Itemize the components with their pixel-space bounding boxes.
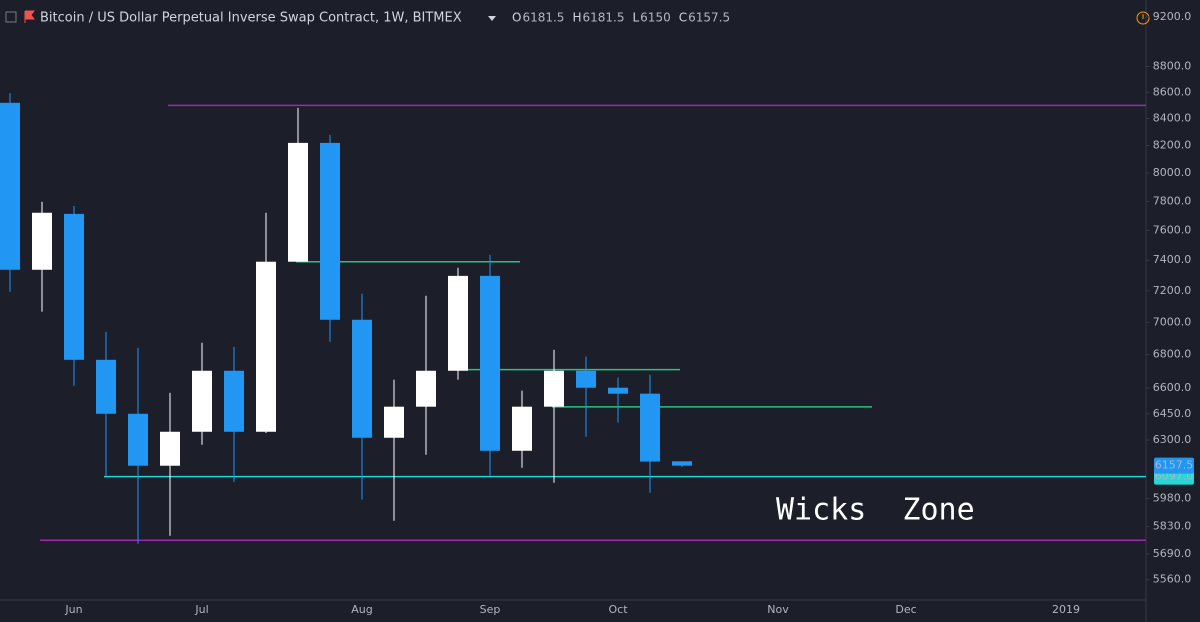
candle-body — [512, 406, 532, 451]
y-tick-label: 8800.0 — [1153, 60, 1192, 73]
price-label-bg — [1154, 457, 1194, 474]
annotation: Wicks Zone — [776, 493, 975, 528]
candle-body — [448, 275, 468, 371]
alert-icon[interactable] — [1136, 11, 1150, 25]
x-tick-label: Nov — [767, 603, 789, 616]
candle-body — [640, 393, 660, 462]
header-value: 6181.5 — [582, 11, 624, 25]
y-tick-label: 7400.0 — [1153, 253, 1192, 266]
dropdown-icon[interactable] — [488, 16, 496, 21]
candle-body — [0, 102, 20, 270]
candle-body — [32, 212, 52, 270]
chart-title[interactable]: Bitcoin / US Dollar Perpetual Inverse Sw… — [40, 11, 462, 26]
candle-body — [64, 213, 84, 360]
candle-body — [320, 142, 340, 320]
y-tick-label: 8200.0 — [1153, 138, 1192, 151]
header-value: 6181.5 — [522, 11, 564, 25]
flag-icon[interactable] — [24, 10, 35, 23]
candle-body — [224, 370, 244, 432]
candle-body — [160, 431, 180, 466]
candle-body — [192, 370, 212, 432]
candle-body — [608, 387, 628, 394]
x-tick-label: Oct — [608, 603, 628, 616]
candle-body — [480, 275, 500, 451]
y-tick-label: 7200.0 — [1153, 284, 1192, 297]
y-tick-label: 8400.0 — [1153, 112, 1192, 125]
x-tick-label: Jun — [64, 603, 82, 616]
x-tick-label: Aug — [351, 603, 372, 616]
candle-body — [96, 359, 116, 414]
y-tick-label: 7000.0 — [1153, 315, 1192, 328]
y-tick-label: 5690.0 — [1153, 547, 1192, 560]
x-tick-label: Jul — [194, 603, 208, 616]
candle-body — [128, 413, 148, 466]
last-price-label: 6157.5 — [1155, 459, 1194, 472]
y-tick-label: 5560.0 — [1153, 573, 1192, 586]
candle-body — [416, 370, 436, 407]
x-tick-label: Sep — [480, 603, 501, 616]
y-tick-label: 7800.0 — [1153, 194, 1192, 207]
header-value: 6157.5 — [688, 11, 730, 25]
y-tick-label: 6450.0 — [1153, 407, 1192, 420]
header-label: O — [512, 11, 521, 25]
y-tick-label: 8600.0 — [1153, 85, 1192, 98]
candle-body — [256, 261, 276, 432]
candle-body — [576, 370, 596, 388]
x-tick-label: 2019 — [1052, 603, 1080, 616]
y-tick-label: 6300.0 — [1153, 433, 1192, 446]
header-label: L — [632, 11, 639, 25]
header-value: 6150 — [640, 11, 671, 25]
y-tick-label: 8000.0 — [1153, 166, 1192, 179]
symbol-icon[interactable] — [5, 11, 17, 23]
y-tick-label: 5830.0 — [1153, 520, 1192, 533]
header-label: C — [679, 11, 687, 25]
candle-body — [384, 406, 404, 438]
x-tick-label: Dec — [895, 603, 916, 616]
candle-body — [352, 319, 372, 438]
y-tick-label: 7600.0 — [1153, 223, 1192, 236]
y-tick-label: 9200.0 — [1153, 10, 1192, 23]
y-tick-label: 5980.0 — [1153, 491, 1192, 504]
candle-body — [672, 461, 692, 466]
y-tick-label: 6800.0 — [1153, 348, 1192, 361]
candle-body — [288, 142, 308, 262]
header-label: H — [572, 11, 581, 25]
y-tick-label: 6600.0 — [1153, 381, 1192, 394]
candle-body — [544, 370, 564, 407]
